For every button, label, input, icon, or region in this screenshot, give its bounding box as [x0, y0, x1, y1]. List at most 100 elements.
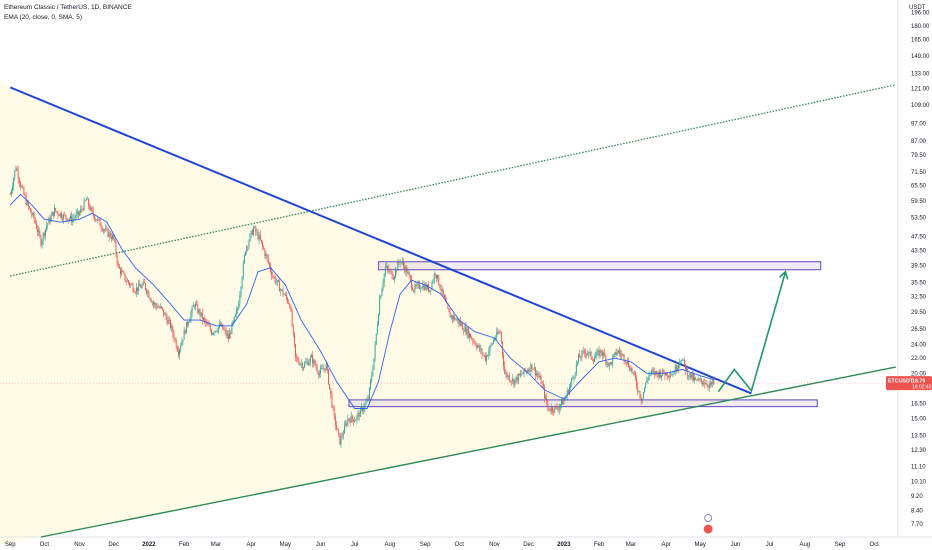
candle-body [440, 288, 442, 292]
candle-body [308, 362, 310, 366]
candle-body [321, 368, 323, 369]
candle-body [220, 323, 221, 326]
candle-body [354, 420, 356, 422]
resistance-zone [377, 261, 822, 271]
candle-body [399, 262, 401, 263]
candle-body [529, 369, 531, 372]
candle-body [451, 315, 453, 319]
candle-body [142, 281, 144, 285]
candle-body [434, 274, 436, 275]
candle-body [104, 229, 106, 231]
candle-body [76, 211, 78, 214]
candle-body [131, 284, 133, 285]
last-price-value: 18.79 [912, 379, 925, 385]
candle-body [578, 354, 580, 362]
candle-body [417, 283, 419, 285]
candle-body [408, 272, 410, 276]
candle-body [695, 377, 697, 380]
candle-body [579, 354, 581, 358]
candle-body [699, 378, 701, 380]
candle-body [690, 372, 692, 379]
candle-body [314, 359, 316, 365]
candle-body [256, 232, 258, 233]
candle-body [46, 225, 48, 229]
candle-body [322, 368, 324, 370]
candle-body [390, 270, 392, 272]
candle-body [603, 352, 605, 356]
candle-body [245, 251, 246, 256]
candle-body [191, 306, 193, 313]
candle-body [398, 261, 400, 263]
price-tick-label: 43.50 [911, 248, 927, 254]
candle-body [431, 282, 433, 290]
price-tick-label: 133.00 [911, 72, 930, 78]
price-tick-label: 196.00 [911, 10, 930, 16]
candle-body [41, 240, 43, 246]
candle-body [34, 219, 36, 224]
candle-body [622, 354, 624, 355]
candle-body [526, 370, 528, 372]
candle-body [678, 364, 680, 369]
candle-body [450, 315, 452, 318]
candle-body [426, 284, 428, 290]
candle-body [634, 373, 636, 379]
candle-body [287, 298, 289, 303]
time-tick-label: Nov [74, 542, 85, 548]
candle-body [457, 318, 459, 324]
candle-body [575, 364, 577, 374]
candle-body [286, 294, 287, 299]
time-tick-label: Jun [316, 542, 326, 548]
time-tick-label: Feb [594, 542, 605, 548]
candle-body [50, 215, 52, 222]
candle-body [45, 228, 46, 236]
candle-body [436, 274, 437, 279]
candle-body [632, 371, 634, 373]
time-tick-label: Oct [455, 542, 465, 548]
candle-body [184, 330, 186, 334]
candle-body [341, 436, 343, 437]
candle-body [567, 390, 569, 394]
candle-body [476, 346, 478, 348]
candle-body [432, 280, 434, 283]
candle-body [233, 316, 235, 322]
candle-body [51, 212, 53, 216]
candle-body [580, 357, 582, 359]
candle-body [520, 373, 522, 376]
candle-body [189, 319, 191, 323]
candle-body [525, 370, 527, 372]
candle-body [175, 339, 177, 348]
candle-body [117, 263, 119, 266]
candle-body [614, 351, 616, 355]
candle-body [688, 376, 690, 378]
price-tick-label: 71.50 [911, 170, 927, 176]
candle-body [351, 415, 353, 420]
candle-body [659, 371, 661, 378]
candle-body [675, 365, 677, 371]
price-tick-label: 12.30 [911, 448, 927, 454]
candle-body [226, 334, 228, 336]
candle-body [462, 323, 464, 330]
candle-body [26, 201, 28, 205]
candle-body [190, 312, 192, 320]
candle-body [174, 339, 176, 340]
candle-body [387, 266, 389, 269]
candle-body [96, 219, 98, 221]
candle-body [712, 380, 714, 385]
candle-body [541, 383, 543, 385]
candle-body [165, 313, 167, 318]
candle-body [209, 326, 211, 331]
candle-body [571, 379, 573, 384]
candle-body [265, 254, 267, 256]
candle-body [60, 213, 62, 218]
candle-body [75, 213, 77, 218]
candle-body [630, 368, 632, 371]
candle-body [429, 290, 431, 292]
candle-body [221, 324, 223, 326]
candle-body [123, 272, 125, 274]
price-tick-label: 16.50 [911, 402, 927, 408]
candle-body [126, 280, 128, 282]
candle-body [672, 373, 674, 376]
candle-body [297, 357, 299, 362]
candle-body [99, 219, 101, 226]
candle-body [590, 351, 592, 359]
